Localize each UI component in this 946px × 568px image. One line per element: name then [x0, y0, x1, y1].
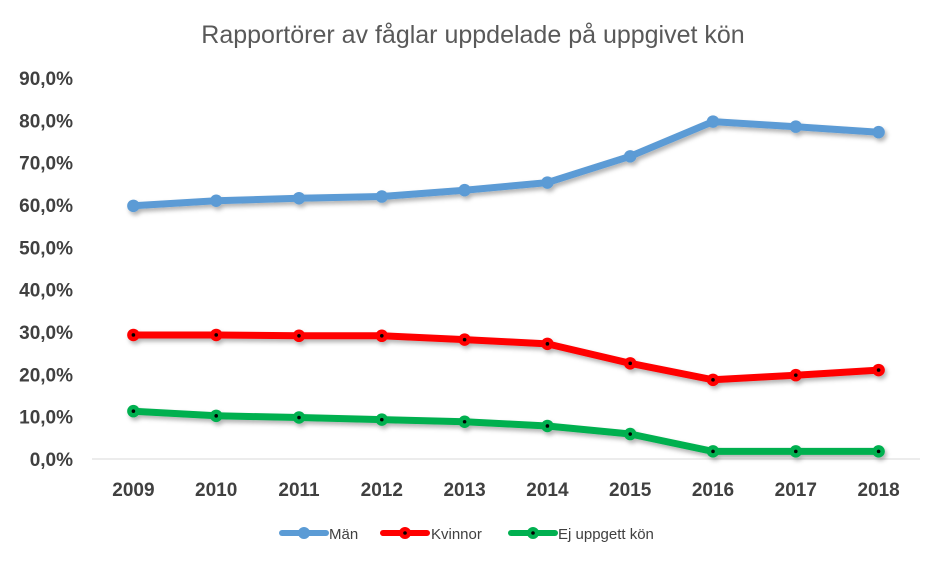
- data-point-center: [876, 368, 881, 372]
- legend-item: Ej uppgett kön: [508, 526, 654, 543]
- y-tick-label: 40,0%: [19, 281, 73, 302]
- y-tick-label: 0,0%: [30, 450, 73, 471]
- data-point-center: [131, 409, 136, 413]
- x-tick-label: 2014: [526, 480, 569, 501]
- legend-item: Män: [279, 526, 358, 543]
- x-tick-label: 2009: [112, 480, 154, 501]
- data-point-center: [794, 373, 798, 377]
- data-point-center: [214, 414, 218, 418]
- series-2: [127, 404, 885, 458]
- x-tick-label: 2018: [857, 480, 899, 501]
- x-tick-label: 2015: [609, 480, 652, 501]
- y-tick-label: 80,0%: [19, 111, 73, 132]
- x-tick-label: 2010: [195, 480, 237, 501]
- data-point-center: [628, 361, 632, 366]
- legend-item: Kvinnor: [380, 526, 482, 543]
- data-point: [209, 194, 223, 208]
- data-point-center: [545, 342, 550, 346]
- data-point-center: [794, 449, 798, 454]
- data-point-center: [462, 419, 467, 424]
- x-tick-label: 2017: [775, 480, 817, 501]
- data-point: [706, 115, 720, 128]
- data-point-center: [380, 334, 384, 338]
- legend-swatch-center: [403, 531, 407, 535]
- y-tick-label: 60,0%: [19, 196, 73, 217]
- data-point: [375, 190, 389, 203]
- data-point: [458, 183, 471, 197]
- y-tick-label: 30,0%: [19, 323, 73, 344]
- series-1: [127, 328, 885, 387]
- y-tick-label: 50,0%: [19, 238, 73, 259]
- x-tick-label: 2011: [278, 480, 320, 501]
- data-point: [872, 125, 885, 139]
- series-layer: [127, 115, 885, 458]
- data-point-center: [462, 337, 467, 342]
- data-point-center: [711, 378, 715, 382]
- data-point: [789, 120, 803, 133]
- legend-label: Kvinnor: [431, 526, 482, 543]
- series-line: [129, 118, 883, 210]
- series-0: [127, 115, 885, 213]
- y-tick-label: 20,0%: [19, 365, 73, 386]
- data-point: [292, 191, 306, 205]
- y-tick-label: 90,0%: [19, 69, 73, 90]
- series-line: [129, 407, 883, 455]
- legend: Män Kvinnor Ej uppgett kön: [279, 526, 654, 543]
- axes: 0,0% 10,0% 20,0% 30,0% 40,0% 50,0% 60,0% 70,0% 8…: [19, 69, 920, 501]
- data-point-center: [131, 333, 136, 337]
- y-tick-label: 10,0%: [19, 408, 73, 429]
- data-point-center: [214, 333, 218, 337]
- data-point-center: [297, 334, 301, 338]
- data-point-center: [876, 449, 881, 454]
- legend-label: Ej uppgett kön: [558, 526, 654, 543]
- legend-label: Män: [329, 526, 358, 543]
- data-point: [127, 199, 140, 213]
- data-point: [623, 150, 637, 163]
- data-point: [541, 176, 554, 189]
- legend-swatch-marker: [298, 527, 310, 539]
- data-point-center: [380, 417, 384, 422]
- x-tick-label: 2012: [361, 480, 403, 501]
- data-point-center: [628, 432, 632, 436]
- x-tick-label: 2016: [692, 480, 734, 501]
- series-line: [129, 331, 883, 384]
- x-tick-label: 2013: [443, 480, 485, 501]
- data-point-center: [297, 415, 301, 420]
- data-point-center: [545, 424, 550, 428]
- y-tick-label: 70,0%: [19, 154, 73, 175]
- data-point-center: [711, 449, 715, 454]
- legend-swatch-center: [531, 531, 535, 535]
- chart-title: Rapportörer av fåglar uppdelade på uppgi…: [201, 21, 744, 49]
